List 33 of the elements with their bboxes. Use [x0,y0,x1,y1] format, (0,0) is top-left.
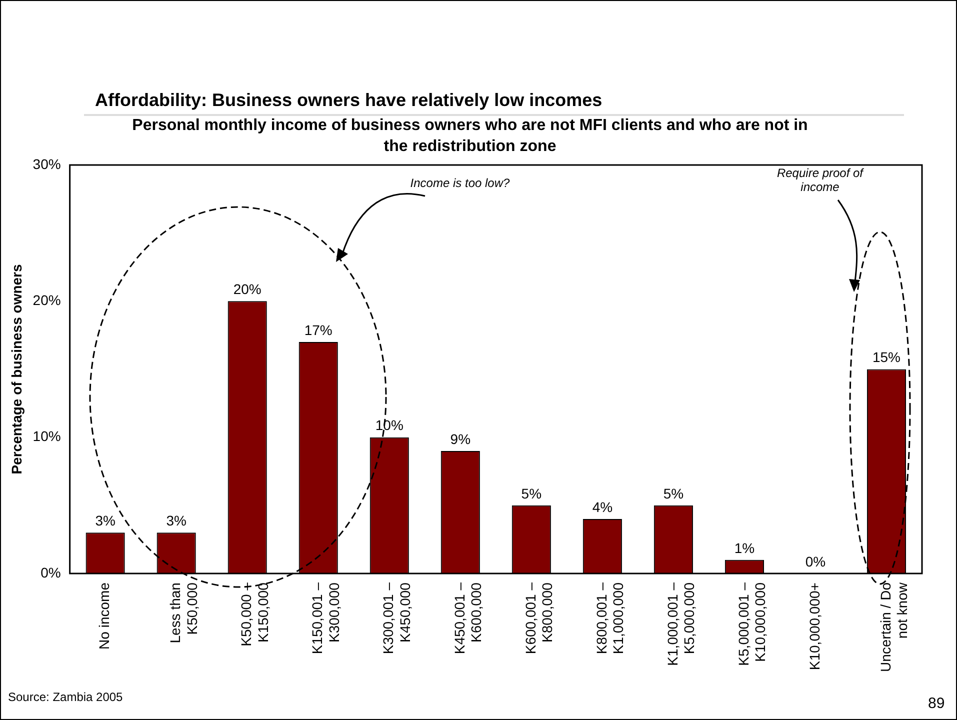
data-label: 9% [450,430,471,447]
source-note: Source: Zambia 2005 [8,690,124,704]
x-tick-label: K600,001 – K800,000 [522,582,556,654]
data-label: 5% [663,485,684,502]
x-tick-label: K300,001 – K450,000 [380,582,414,654]
annotation: Income is too low? [409,176,511,190]
x-tick-label: Uncertain / Do not know [877,582,910,672]
data-label: 3% [166,512,186,529]
x-tick-label: K10,000,000+ [806,582,822,670]
x-tick-label: K450,001 – K600,000 [451,582,484,654]
text: 89 [928,695,946,712]
y-tick-label: 20% [32,292,61,308]
x-tick-label: No income [96,582,112,650]
x-tick-label: K150,001 – K300,000 [309,582,342,654]
data-label: 20% [233,281,262,298]
data-label: 4% [592,498,613,515]
x-tick-label: K1,000,001 – K5,000,000 [664,582,698,666]
x-tick-label: K800,001 – K1,000,000 [593,582,626,654]
y-tick-label: 30% [32,156,61,172]
data-label: 5% [521,485,542,502]
data-label: 0% [805,553,826,570]
y-tick-label: 10% [32,428,61,444]
data-label: 3% [95,512,116,529]
x-tick-label: Less than K50,000 [167,582,200,644]
data-label: 15% [872,349,901,366]
chart-subtitle: Personal monthly income of business owners who are not MFI clients and who are not in the redistribution zone [131,116,809,157]
data-label: 17% [304,322,332,338]
annotation: Require proof of income [776,166,865,194]
y-tick-label: 0% [40,564,61,580]
y-axis-title: Percentage of business owners [8,264,24,474]
data-label: 1% [734,540,755,556]
chart-title: Affordability: Business owners have relatively low incomes [95,90,602,111]
x-tick-label: K5,000,001 – K10,000,000 [735,582,768,666]
